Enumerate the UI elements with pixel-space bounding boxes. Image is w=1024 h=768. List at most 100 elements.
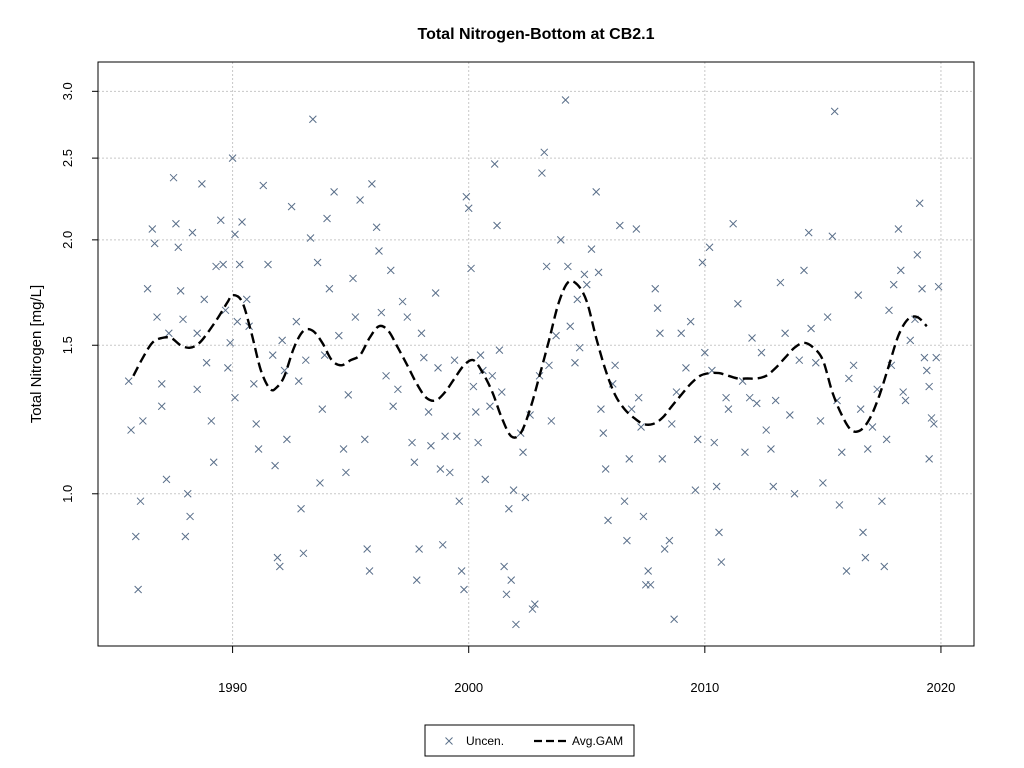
data-point (785, 411, 794, 419)
data-point (734, 299, 742, 308)
data-point (682, 364, 690, 372)
data-point (469, 382, 478, 391)
data-point (807, 324, 815, 333)
data-point (634, 393, 643, 402)
data-point (670, 615, 678, 624)
data-point (519, 448, 527, 457)
data-point (417, 329, 426, 338)
data-point (700, 348, 709, 357)
data-point (467, 264, 475, 273)
data-point (164, 329, 173, 338)
data-point (882, 435, 891, 444)
scatter-points (124, 96, 943, 629)
data-point (658, 455, 667, 463)
data-point (481, 475, 490, 484)
data-point (896, 266, 905, 275)
data-point (323, 214, 331, 223)
data-point (287, 202, 296, 211)
data-point (181, 532, 190, 541)
data-point (724, 405, 733, 413)
data-point (235, 260, 244, 269)
data-point (934, 282, 943, 291)
data-point (150, 239, 159, 248)
data-point (174, 243, 183, 252)
data-point (845, 374, 853, 383)
data-point (283, 435, 291, 444)
legend-marker-uncen (445, 737, 453, 745)
data-point (457, 567, 466, 575)
data-point (686, 317, 695, 326)
data-point (394, 385, 402, 394)
data-point (188, 228, 197, 237)
data-point (415, 545, 423, 553)
y-axis-label: Total Nitrogen [mg/L] (28, 285, 45, 423)
gam-line (132, 279, 928, 439)
data-point (509, 486, 518, 494)
data-point (172, 219, 180, 228)
data-point (521, 493, 530, 502)
data-point (913, 250, 922, 259)
chart-title: Total Nitrogen-Bottom at CB2.1 (417, 26, 654, 43)
data-point (722, 393, 730, 402)
data-point (623, 536, 631, 545)
data-point (922, 366, 931, 375)
data-point (309, 115, 317, 124)
data-point (710, 438, 719, 447)
data-point (599, 429, 608, 438)
data-point (342, 468, 350, 477)
data-point (493, 221, 501, 230)
data-point (530, 600, 539, 608)
data-point (745, 393, 754, 402)
data-point (318, 405, 327, 413)
data-point (811, 358, 820, 367)
data-point (408, 438, 416, 447)
data-point (795, 356, 804, 365)
data-point (885, 306, 893, 315)
data-point (268, 351, 277, 360)
data-point (271, 461, 279, 470)
data-point (819, 479, 827, 487)
data-point (403, 313, 412, 321)
data-point (136, 497, 145, 506)
data-point (859, 528, 867, 537)
data-point (207, 417, 216, 425)
y-tick-label: 2.0 (60, 231, 75, 249)
data-point (561, 96, 570, 104)
data-point (816, 417, 825, 425)
data-point (330, 188, 338, 196)
data-point (915, 199, 924, 208)
data-point (842, 567, 851, 575)
data-point (297, 504, 305, 513)
data-point (712, 482, 721, 491)
data-point (275, 562, 284, 571)
data-point (757, 348, 766, 357)
data-point (193, 329, 202, 338)
data-point (183, 489, 192, 498)
data-point (495, 346, 504, 355)
data-point (231, 393, 239, 402)
data-point (325, 284, 334, 293)
data-point (226, 338, 235, 347)
data-point (464, 204, 473, 213)
data-point (486, 402, 494, 411)
data-point (592, 188, 601, 196)
data-point (800, 266, 808, 275)
data-point (564, 262, 572, 271)
data-point (637, 423, 645, 431)
data-point (594, 268, 603, 277)
data-point (781, 329, 789, 338)
data-point (460, 585, 468, 594)
data-point (445, 468, 454, 477)
data-point (273, 553, 282, 562)
data-point (148, 225, 157, 233)
data-point (344, 391, 353, 399)
y-tick-label: 3.0 (60, 82, 75, 100)
data-point (920, 353, 929, 362)
data-point (221, 306, 230, 315)
data-point (889, 280, 898, 289)
data-point (502, 590, 511, 599)
grid-lines (98, 62, 974, 646)
x-tick-label: 2020 (926, 680, 955, 695)
data-point (278, 336, 287, 345)
data-point (242, 295, 251, 304)
